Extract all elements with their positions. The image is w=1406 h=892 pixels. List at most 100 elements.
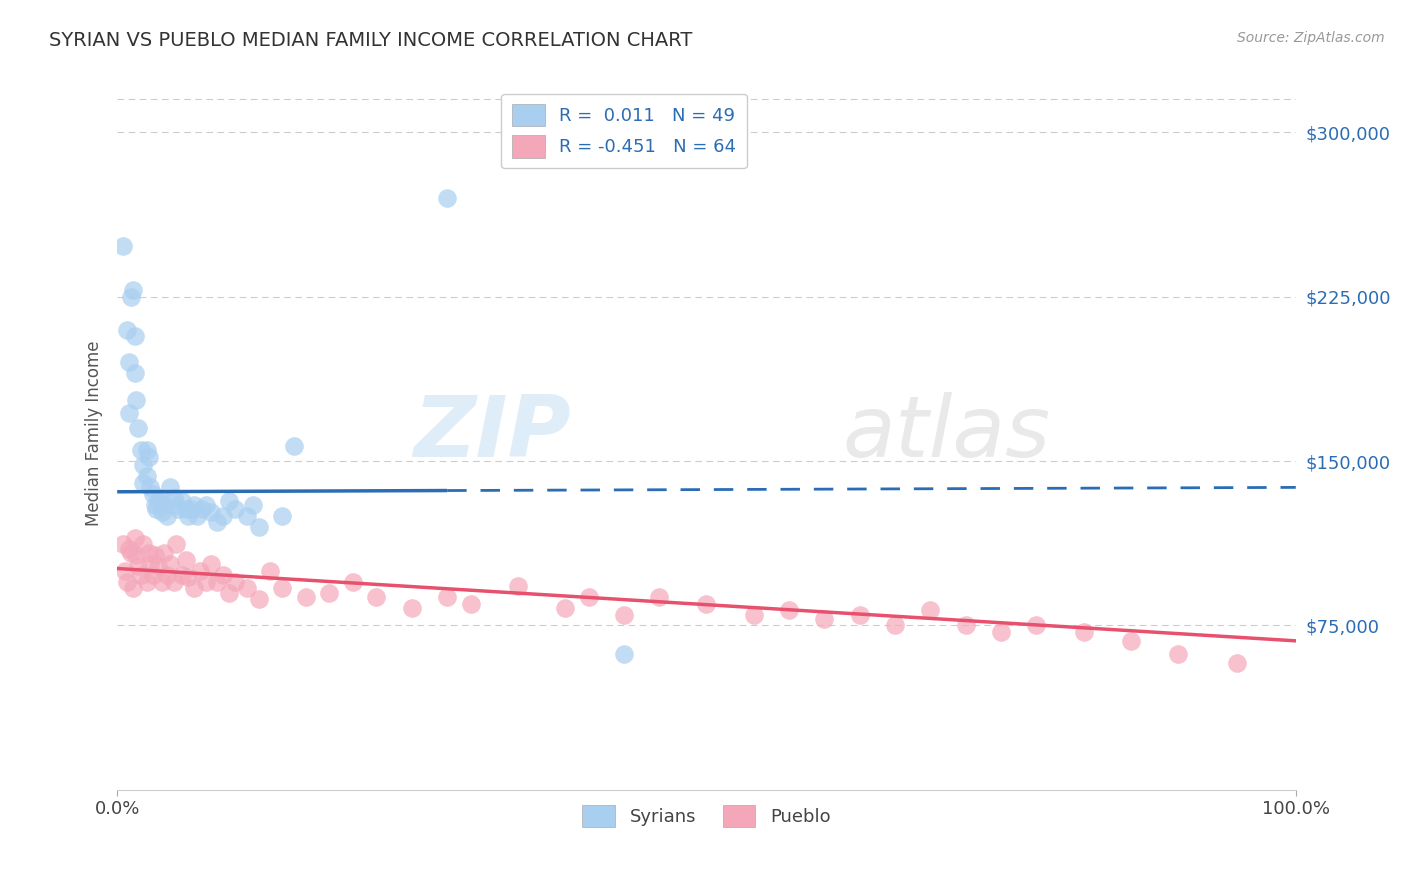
Point bbox=[613, 647, 636, 661]
Point bbox=[207, 516, 229, 530]
Point bbox=[236, 581, 259, 595]
Point bbox=[118, 541, 141, 556]
Point bbox=[139, 480, 162, 494]
Point bbox=[150, 574, 173, 589]
Point bbox=[848, 607, 870, 622]
Point bbox=[125, 549, 148, 563]
Point bbox=[124, 367, 146, 381]
Point bbox=[436, 191, 458, 205]
Point bbox=[170, 568, 193, 582]
Point bbox=[194, 574, 217, 589]
Point bbox=[212, 568, 235, 582]
Point bbox=[145, 502, 167, 516]
Point bbox=[247, 520, 270, 534]
Point bbox=[141, 568, 163, 582]
Point bbox=[127, 421, 149, 435]
Point bbox=[135, 574, 157, 589]
Point bbox=[132, 537, 155, 551]
Point bbox=[159, 557, 181, 571]
Point bbox=[1119, 633, 1142, 648]
Point bbox=[112, 239, 135, 253]
Point bbox=[242, 498, 264, 512]
Point bbox=[121, 283, 143, 297]
Point bbox=[200, 557, 222, 571]
Point bbox=[177, 508, 200, 523]
Point bbox=[153, 546, 176, 560]
Point bbox=[165, 498, 187, 512]
Text: ZIP: ZIP bbox=[413, 392, 571, 475]
Point bbox=[578, 590, 600, 604]
Point bbox=[271, 508, 294, 523]
Point bbox=[186, 508, 208, 523]
Point bbox=[218, 585, 240, 599]
Point bbox=[167, 502, 190, 516]
Point bbox=[156, 568, 179, 582]
Point bbox=[135, 443, 157, 458]
Point bbox=[401, 601, 423, 615]
Point bbox=[120, 290, 142, 304]
Point bbox=[436, 590, 458, 604]
Point bbox=[159, 480, 181, 494]
Point bbox=[132, 458, 155, 473]
Point bbox=[218, 493, 240, 508]
Point bbox=[165, 537, 187, 551]
Point bbox=[183, 581, 205, 595]
Point bbox=[613, 607, 636, 622]
Point bbox=[183, 498, 205, 512]
Point bbox=[174, 502, 197, 516]
Point bbox=[283, 439, 305, 453]
Point bbox=[191, 502, 214, 516]
Point bbox=[143, 549, 166, 563]
Point bbox=[990, 625, 1012, 640]
Point bbox=[114, 564, 136, 578]
Point bbox=[460, 597, 482, 611]
Point bbox=[695, 597, 717, 611]
Point bbox=[127, 559, 149, 574]
Point bbox=[224, 502, 246, 516]
Point bbox=[180, 502, 202, 516]
Point bbox=[742, 607, 765, 622]
Point bbox=[120, 546, 142, 560]
Point bbox=[139, 557, 162, 571]
Point bbox=[294, 590, 316, 604]
Point bbox=[163, 574, 186, 589]
Point bbox=[124, 329, 146, 343]
Point bbox=[124, 531, 146, 545]
Point bbox=[955, 618, 977, 632]
Point bbox=[207, 574, 229, 589]
Point bbox=[148, 559, 170, 574]
Point bbox=[149, 491, 172, 506]
Point bbox=[778, 603, 800, 617]
Point bbox=[1073, 625, 1095, 640]
Point bbox=[150, 504, 173, 518]
Point bbox=[1025, 618, 1047, 632]
Text: Source: ZipAtlas.com: Source: ZipAtlas.com bbox=[1237, 31, 1385, 45]
Point bbox=[247, 592, 270, 607]
Point bbox=[138, 546, 160, 560]
Point bbox=[506, 579, 529, 593]
Point bbox=[138, 450, 160, 464]
Point bbox=[188, 564, 211, 578]
Text: atlas: atlas bbox=[842, 392, 1050, 475]
Point bbox=[177, 570, 200, 584]
Point bbox=[163, 491, 186, 506]
Point bbox=[129, 443, 152, 458]
Point bbox=[115, 574, 138, 589]
Point bbox=[194, 498, 217, 512]
Point bbox=[366, 590, 388, 604]
Point bbox=[112, 537, 135, 551]
Point bbox=[813, 612, 835, 626]
Point bbox=[141, 487, 163, 501]
Text: SYRIAN VS PUEBLO MEDIAN FAMILY INCOME CORRELATION CHART: SYRIAN VS PUEBLO MEDIAN FAMILY INCOME CO… bbox=[49, 31, 693, 50]
Y-axis label: Median Family Income: Median Family Income bbox=[86, 341, 103, 526]
Point bbox=[554, 601, 576, 615]
Point bbox=[118, 406, 141, 420]
Point bbox=[118, 355, 141, 369]
Point bbox=[148, 493, 170, 508]
Point bbox=[153, 498, 176, 512]
Point bbox=[121, 581, 143, 595]
Point bbox=[125, 392, 148, 407]
Point bbox=[648, 590, 671, 604]
Point bbox=[174, 553, 197, 567]
Point bbox=[318, 585, 340, 599]
